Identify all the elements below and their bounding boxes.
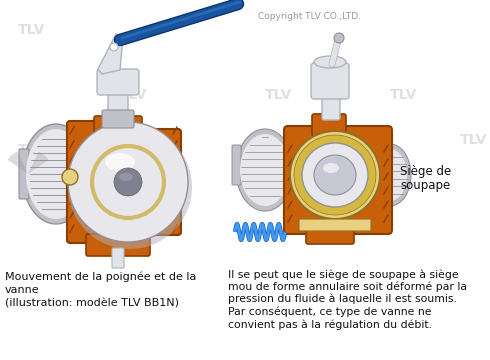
Ellipse shape — [302, 143, 368, 207]
Circle shape — [110, 43, 118, 51]
Ellipse shape — [62, 169, 78, 185]
Ellipse shape — [314, 155, 356, 195]
Circle shape — [334, 33, 344, 43]
Ellipse shape — [323, 163, 339, 173]
Wedge shape — [7, 151, 28, 174]
Text: Par conséquent, ce type de vanne ne: Par conséquent, ce type de vanne ne — [228, 306, 432, 317]
FancyBboxPatch shape — [97, 69, 139, 95]
Ellipse shape — [105, 153, 135, 171]
FancyBboxPatch shape — [232, 145, 241, 185]
FancyBboxPatch shape — [108, 88, 128, 122]
FancyBboxPatch shape — [112, 248, 124, 268]
Polygon shape — [98, 34, 123, 74]
Ellipse shape — [22, 124, 90, 224]
Ellipse shape — [26, 129, 86, 219]
Ellipse shape — [240, 134, 290, 206]
Circle shape — [68, 122, 188, 242]
FancyBboxPatch shape — [299, 219, 371, 231]
Ellipse shape — [369, 144, 411, 206]
Ellipse shape — [119, 173, 133, 181]
FancyBboxPatch shape — [19, 149, 29, 199]
Ellipse shape — [314, 56, 346, 68]
Text: TLV: TLV — [120, 88, 147, 102]
FancyBboxPatch shape — [123, 129, 181, 235]
Ellipse shape — [290, 131, 380, 219]
Text: TLV: TLV — [390, 88, 417, 102]
Text: TLV: TLV — [460, 133, 488, 147]
FancyBboxPatch shape — [322, 90, 340, 120]
Ellipse shape — [294, 135, 376, 215]
Ellipse shape — [373, 149, 407, 201]
FancyBboxPatch shape — [86, 234, 150, 256]
FancyBboxPatch shape — [312, 114, 346, 136]
Ellipse shape — [114, 168, 142, 196]
FancyBboxPatch shape — [311, 63, 349, 99]
FancyBboxPatch shape — [67, 121, 117, 243]
Wedge shape — [28, 151, 49, 174]
Text: mou de forme annulaire soit déformé par la: mou de forme annulaire soit déformé par … — [228, 282, 467, 292]
Ellipse shape — [236, 129, 294, 211]
FancyBboxPatch shape — [102, 110, 134, 128]
Text: Siège de: Siège de — [400, 165, 451, 178]
Text: TLV: TLV — [18, 143, 46, 157]
Text: TLV: TLV — [265, 88, 293, 102]
Text: (illustration: modèle TLV BB1N): (illustration: modèle TLV BB1N) — [5, 298, 179, 308]
Text: Mouvement de la poignée et de la: Mouvement de la poignée et de la — [5, 272, 196, 283]
Text: convient pas à la régulation du débit.: convient pas à la régulation du débit. — [228, 319, 432, 329]
Text: TLV: TLV — [18, 23, 46, 37]
FancyBboxPatch shape — [306, 226, 354, 244]
Text: vanne: vanne — [5, 285, 40, 295]
Text: Il se peut que le siège de soupape à siège: Il se peut que le siège de soupape à siè… — [228, 269, 459, 279]
Text: Copyright TLV CO.,LTD.: Copyright TLV CO.,LTD. — [258, 12, 361, 21]
Text: pression du fluide à laquelle il est soumis.: pression du fluide à laquelle il est sou… — [228, 294, 457, 305]
FancyBboxPatch shape — [94, 116, 142, 142]
Circle shape — [68, 125, 192, 249]
FancyBboxPatch shape — [284, 126, 392, 234]
Text: soupape: soupape — [400, 179, 450, 192]
